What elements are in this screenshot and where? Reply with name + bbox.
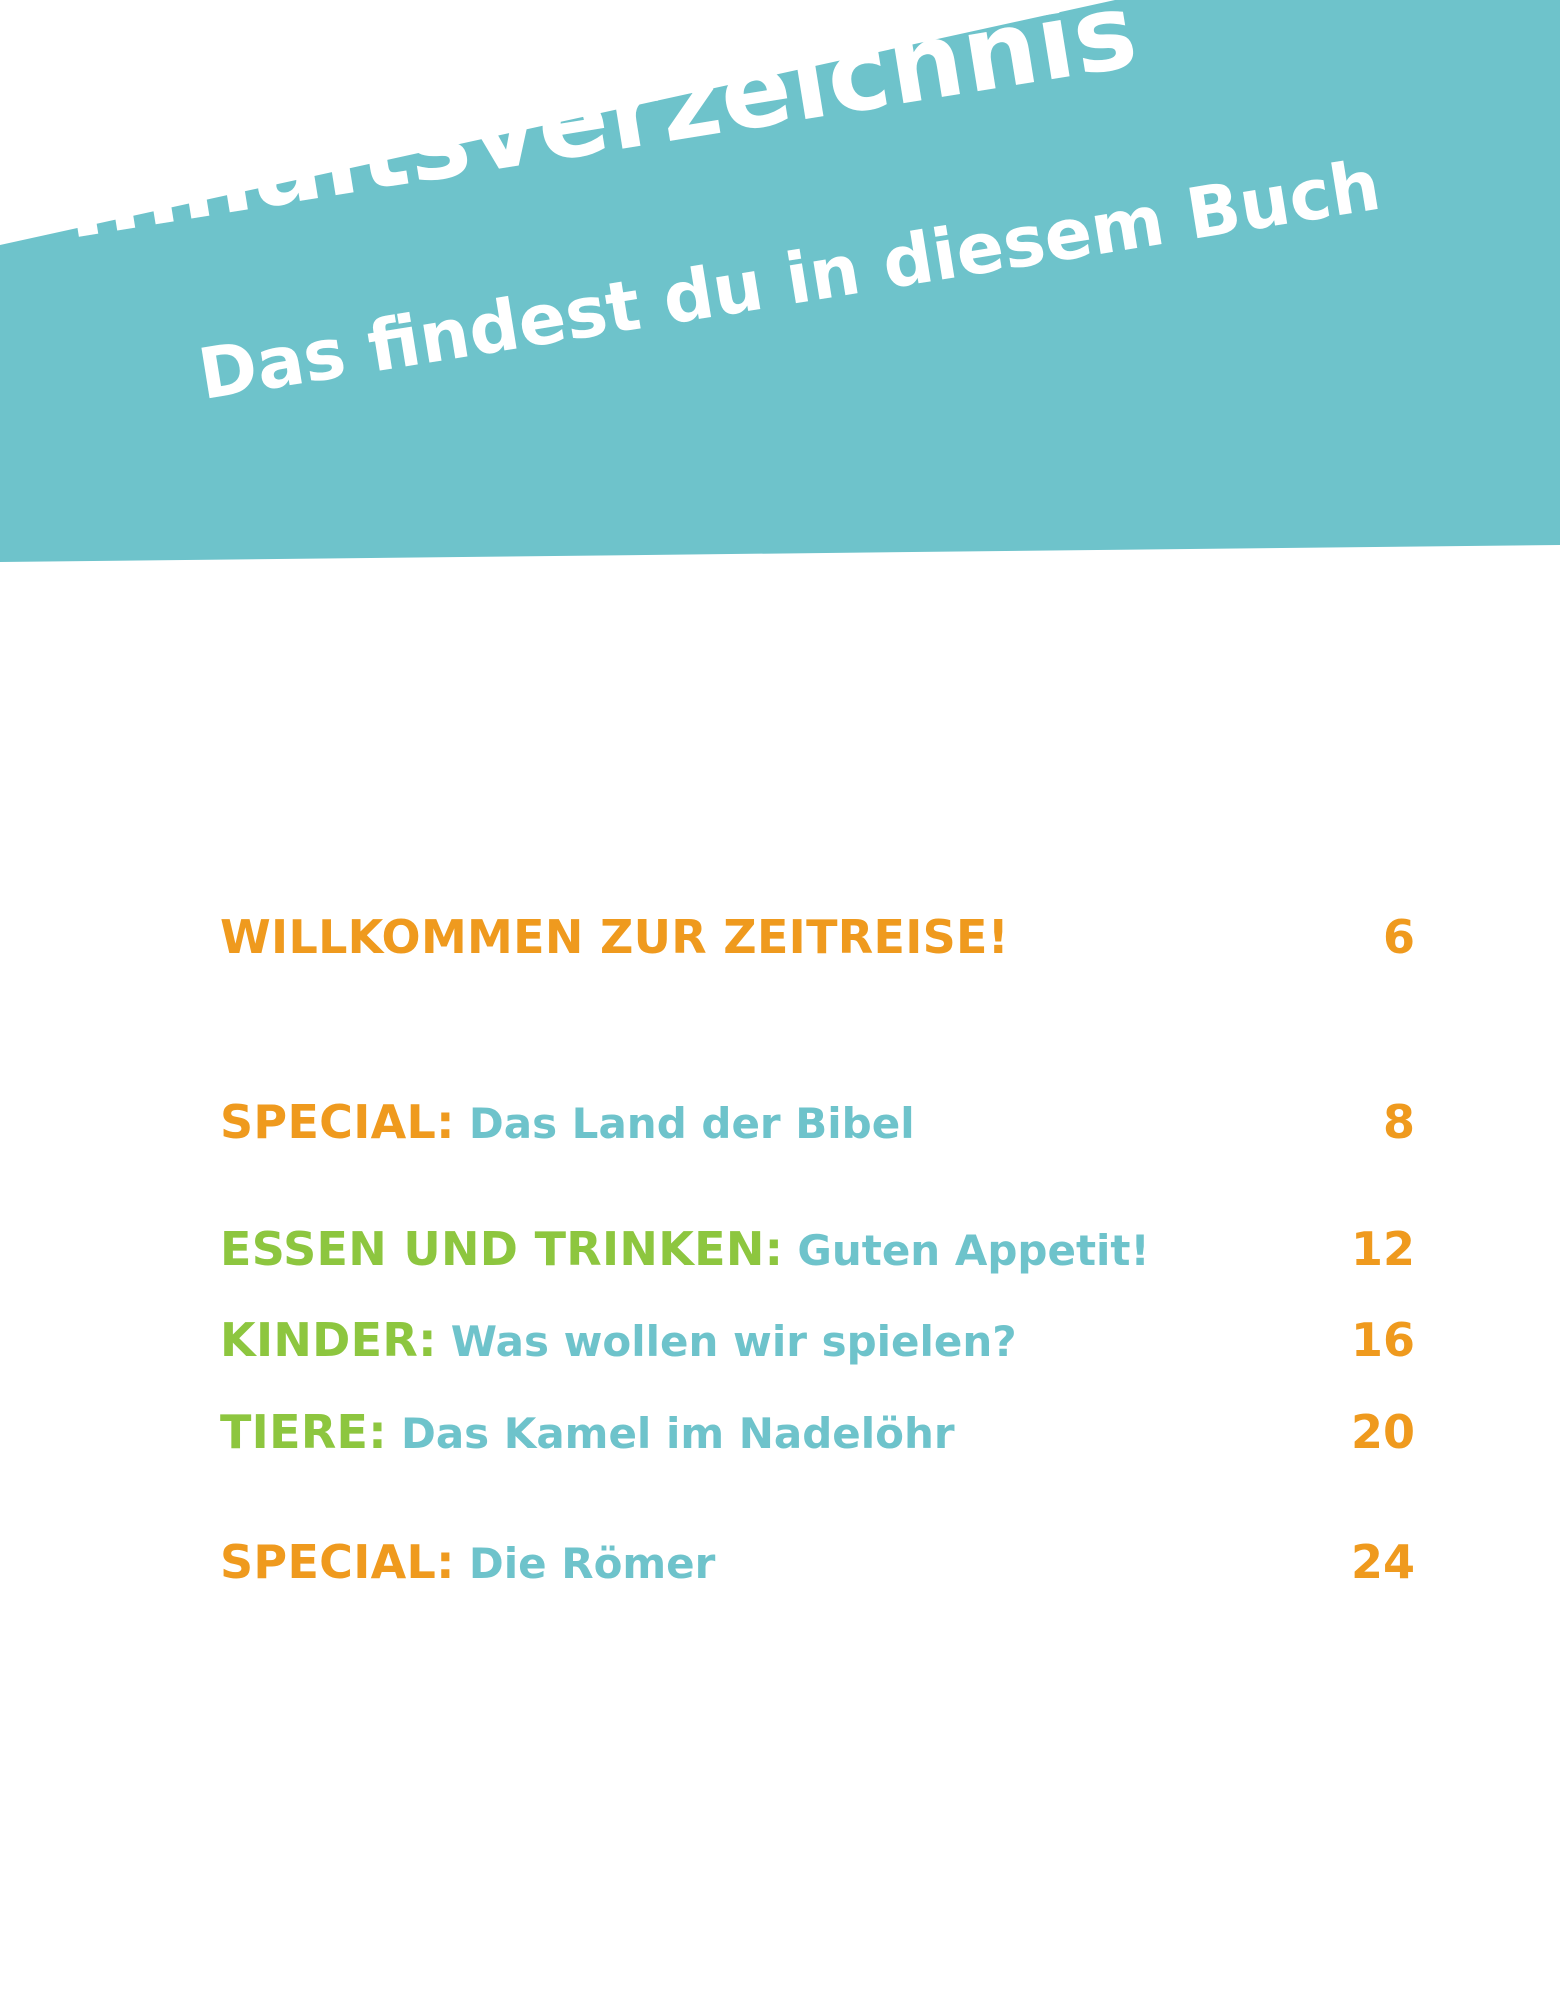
toc-entry-page: 20 [1350,1405,1415,1459]
toc-entry-roemer[interactable]: SPECIAL: Die Römer 24 [220,1535,1415,1595]
toc-entry-page: 8 [1382,1095,1415,1149]
toc-entry-label: WILLKOMMEN ZUR ZEITREISE! [220,910,1010,964]
header-banner [0,0,1560,562]
toc-entry-willkommen[interactable]: WILLKOMMEN ZUR ZEITREISE! 6 [220,910,1415,970]
toc-entry-page: 12 [1350,1222,1415,1276]
toc-entry-page: 16 [1350,1313,1415,1367]
toc-entry-tiere[interactable]: TIERE: Das Kamel im Nadelöhr 20 [220,1405,1415,1465]
toc-entry-subtitle: Das Kamel im Nadelöhr [400,1409,955,1458]
toc-entry-subtitle: Das Land der Bibel [468,1099,915,1148]
toc-entry-kinder[interactable]: KINDER: Was wollen wir spielen? 16 [220,1313,1415,1373]
toc-entry-subtitle: Die Römer [468,1539,716,1588]
toc-entry-essen-und-trinken[interactable]: ESSEN UND TRINKEN: Guten Appetit! 12 [220,1222,1415,1282]
toc-entry-label: KINDER: [220,1313,437,1367]
toc-entry-label: SPECIAL: [220,1535,455,1589]
toc-entry-page: 24 [1350,1535,1415,1589]
toc-entry-label: ESSEN UND TRINKEN: [220,1222,784,1276]
toc-entry-label: TIERE: [220,1405,387,1459]
toc-entry-land-der-bibel[interactable]: SPECIAL: Das Land der Bibel 8 [220,1095,1415,1155]
banner-shape [0,0,1560,562]
toc-entry-label: SPECIAL: [220,1095,455,1149]
toc-entry-subtitle: Was wollen wir spielen? [450,1317,1017,1366]
toc-entry-subtitle: Guten Appetit! [797,1226,1150,1275]
toc-entry-page: 6 [1382,910,1415,964]
